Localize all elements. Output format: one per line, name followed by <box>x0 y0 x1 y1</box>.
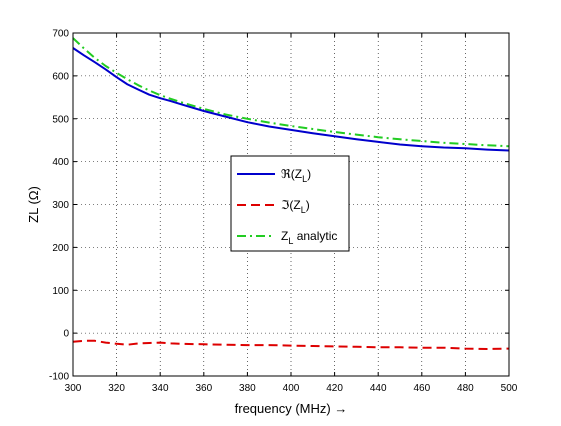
y-tick-label: 500 <box>52 114 69 125</box>
x-tick-label: 340 <box>152 383 169 394</box>
series-line-1 <box>72 339 510 350</box>
y-tick-label: 300 <box>52 200 69 211</box>
x-tick-label: 380 <box>239 383 256 394</box>
x-tick-label: 400 <box>283 383 300 394</box>
x-tick-label: 480 <box>457 383 474 394</box>
tick-labels: 300 320 340 360 380 400 420 440 460 480 500 -100 0 10… <box>49 29 518 395</box>
x-axis-label: frequency (MHz) → <box>235 401 348 416</box>
x-tick-label: 360 <box>195 383 212 394</box>
series-line-0 <box>72 47 510 152</box>
y-tick-label: 700 <box>52 29 69 40</box>
axis-ticks <box>72 32 510 377</box>
x-tick-label: 460 <box>413 383 430 394</box>
y-tick-label: 600 <box>52 71 69 82</box>
legend: ℜ(ZL) ℑ(ZL) ZL analytic <box>230 155 350 252</box>
y-axis-label: ZL (Ω) <box>26 186 41 223</box>
series-line-2 <box>72 37 510 148</box>
grid-lines <box>73 33 509 376</box>
x-tick-label: 420 <box>326 383 343 394</box>
series-lines <box>72 37 510 350</box>
x-tick-label: 300 <box>65 383 82 394</box>
legend-label: ℜ(ZL) <box>281 167 311 184</box>
legend-label: ℑ(ZL) <box>281 198 310 215</box>
y-tick-label: 400 <box>52 157 69 168</box>
y-tick-label: 200 <box>52 243 69 254</box>
y-tick-label: 100 <box>52 286 69 297</box>
x-tick-label: 440 <box>370 383 387 394</box>
y-tick-label: 0 <box>63 329 69 340</box>
x-tick-label: 320 <box>108 383 125 394</box>
legend-label: ZL analytic <box>281 229 337 246</box>
x-tick-label: 500 <box>501 383 518 394</box>
y-tick-label: -100 <box>49 372 69 383</box>
